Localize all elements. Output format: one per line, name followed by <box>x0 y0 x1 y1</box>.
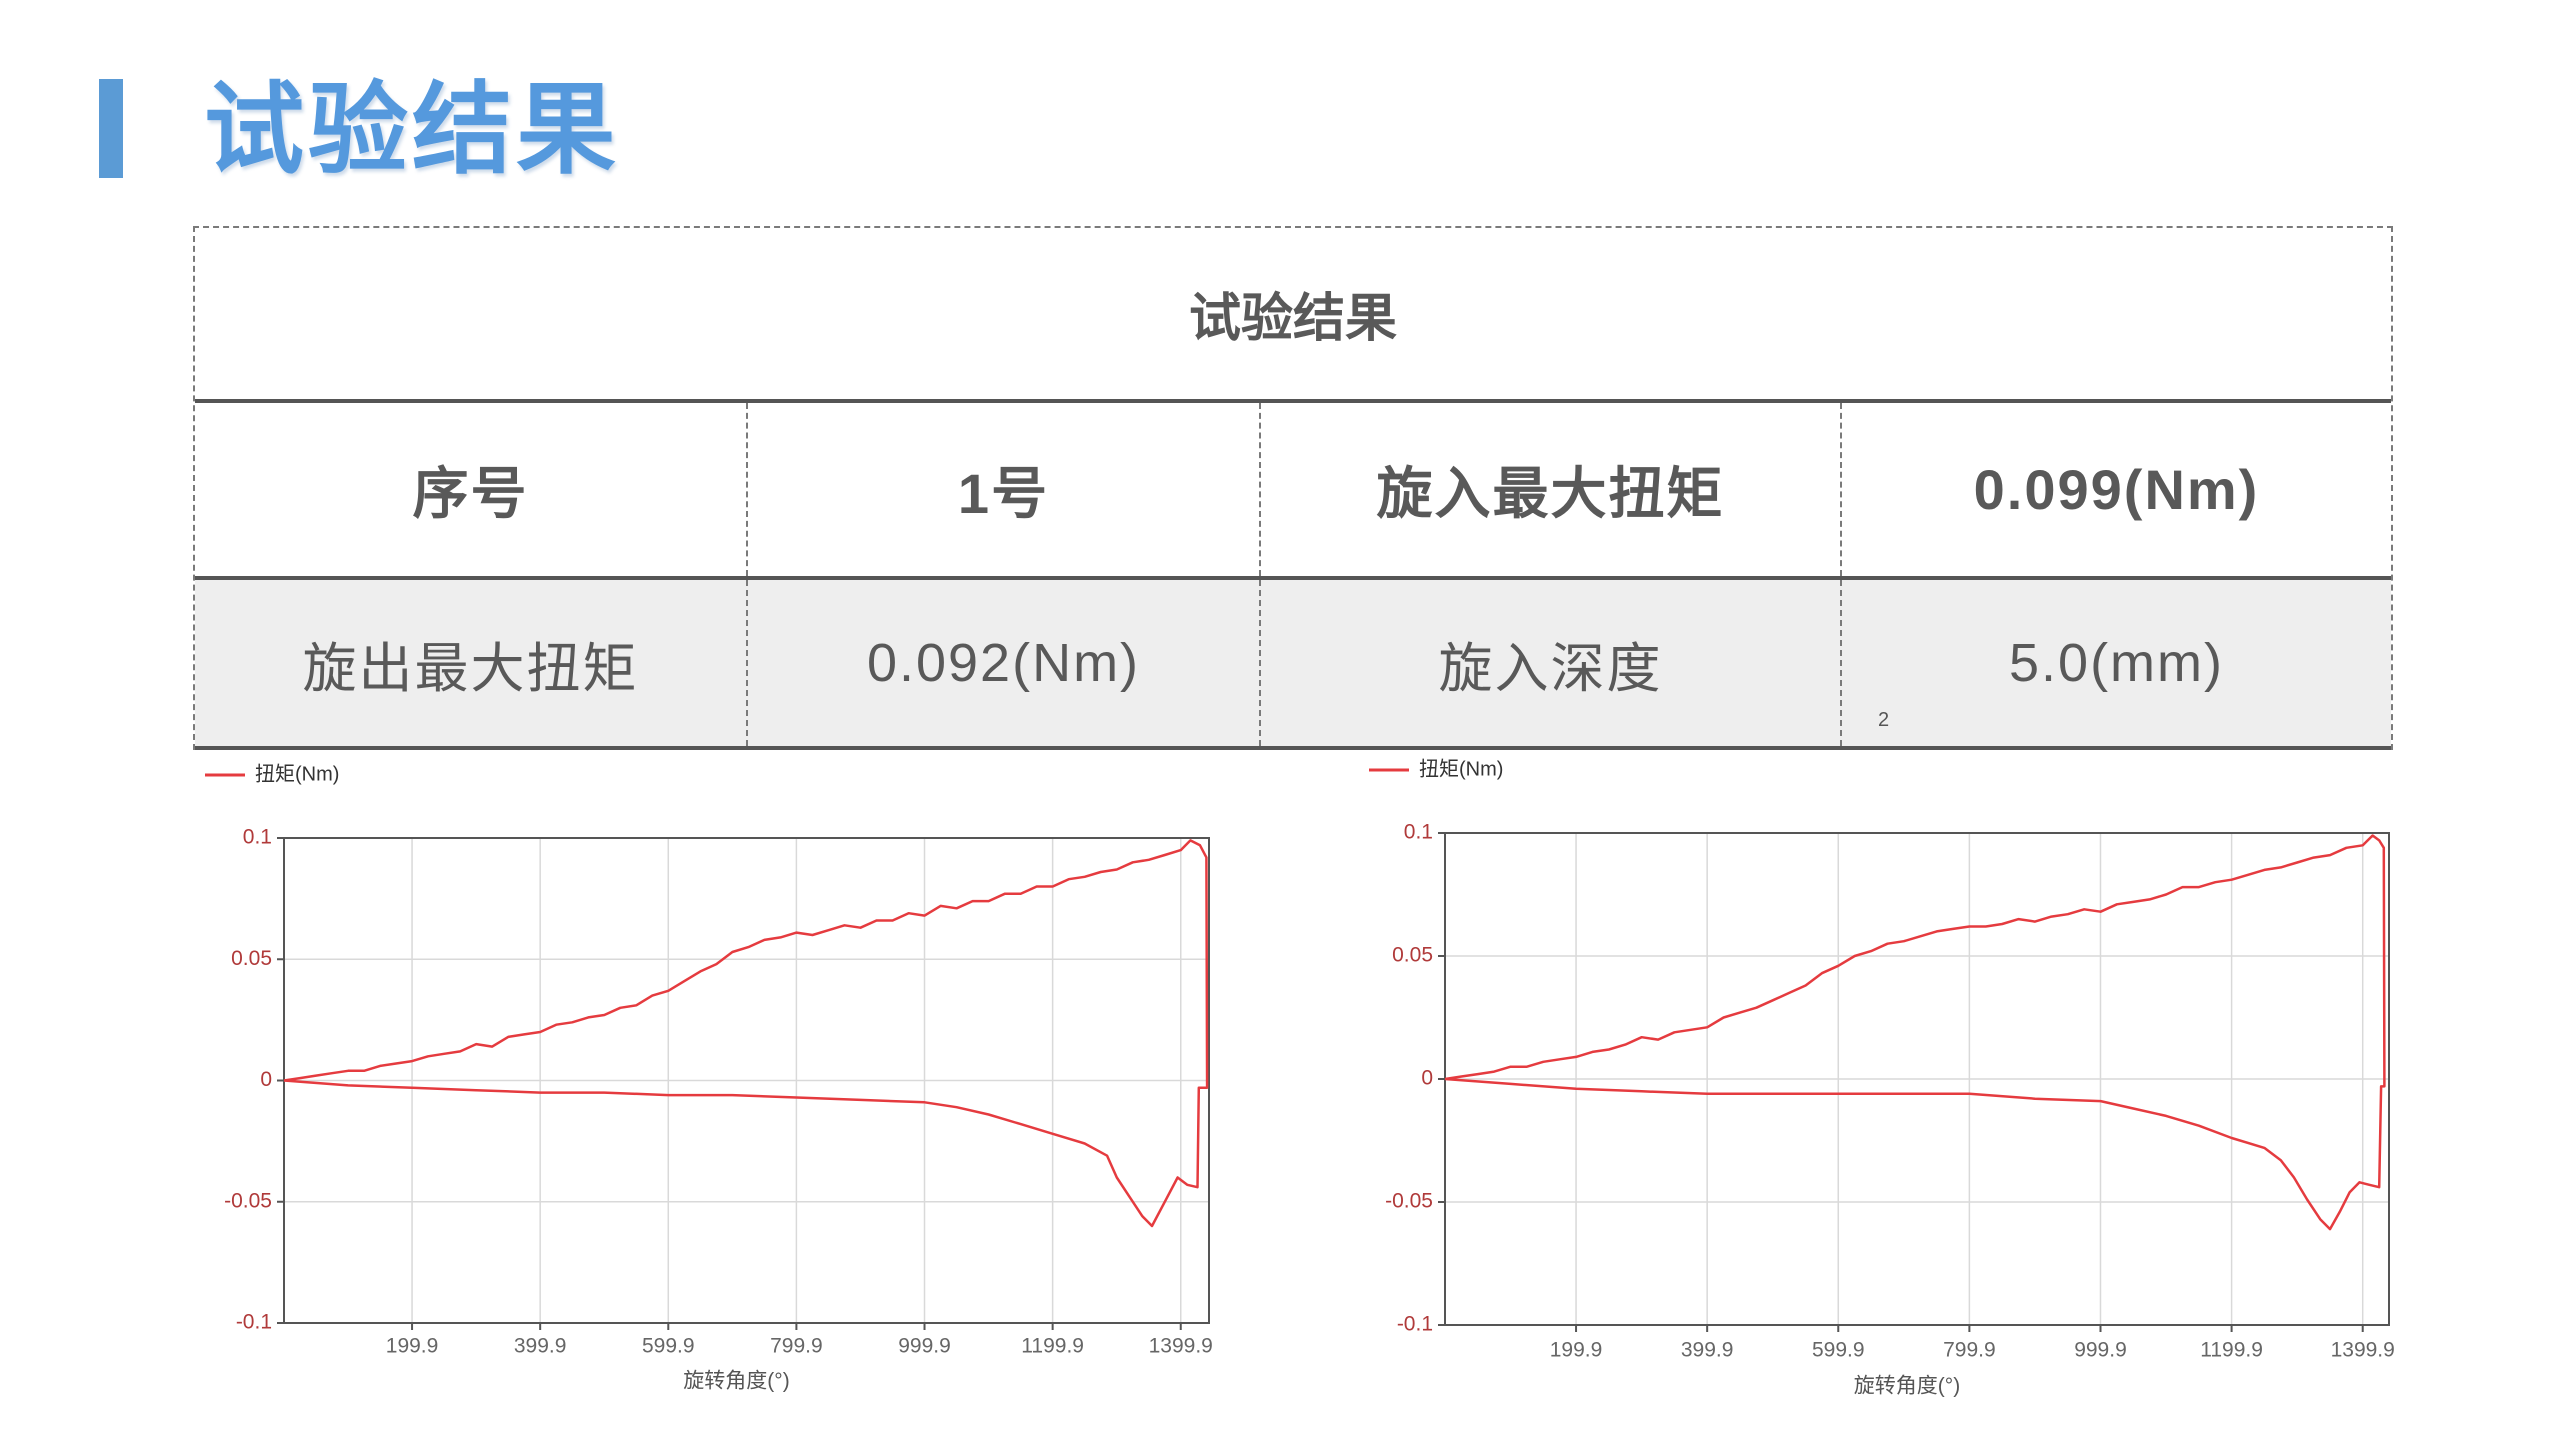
table-row: 序号 1号 旋入最大扭矩 0.099(Nm) <box>195 403 2391 580</box>
cell-insert-torque-value: 0.099(Nm) <box>1842 403 2391 576</box>
x-tick-label: 399.9 <box>1681 1339 1734 1362</box>
x-axis-label: 旋转角度(°) <box>683 1370 789 1393</box>
x-tick-label: 199.9 <box>386 1335 439 1358</box>
x-tick-label: 199.9 <box>1550 1339 1603 1362</box>
x-tick-label: 1399.9 <box>2331 1339 2395 1362</box>
page-title: 试验结果 <box>204 70 620 190</box>
y-tick-label: 0.05 <box>1392 944 1433 967</box>
torque-chart-2: 0.1 0.05 0 -0.05 -0.1 199.9 399.9 599.9 799.9 999… <box>1330 755 2400 1410</box>
x-tick-label: 1199.9 <box>2200 1339 2263 1362</box>
y-tick-label: 0 <box>1421 1067 1433 1090</box>
x-tick-label: 999.9 <box>2074 1339 2127 1362</box>
x-axis-label: 旋转角度(°) <box>1854 1375 1960 1398</box>
y-tick-label: 0.05 <box>231 947 272 970</box>
y-tick-label: -0.05 <box>1385 1190 1433 1213</box>
y-tick-label: 0.1 <box>1404 821 1433 844</box>
y-tick-label: -0.05 <box>224 1189 272 1212</box>
x-tick-label: 599.9 <box>642 1335 695 1358</box>
accent-bar <box>99 79 123 178</box>
cell-removal-torque-label: 旋出最大扭矩 <box>195 580 748 746</box>
x-tick-label: 1199.9 <box>1021 1335 1084 1358</box>
legend-label: 扭矩(Nm) <box>1419 757 1503 780</box>
cell-insert-depth-value: 5.0(mm) <box>2009 632 2224 694</box>
cell-insert-depth-cell: 5.0(mm) 2 <box>1842 580 2391 746</box>
y-tick-label: -0.1 <box>236 1311 272 1334</box>
y-tick-label: 0.1 <box>243 826 272 849</box>
x-tick-label: 799.9 <box>1943 1339 1996 1362</box>
cell-insert-depth-label: 旋入深度 <box>1261 580 1842 746</box>
y-tick-label: -0.1 <box>1397 1313 1433 1336</box>
x-tick-label: 599.9 <box>1812 1339 1865 1362</box>
y-tick-label: 0 <box>260 1068 272 1091</box>
x-tick-label: 799.9 <box>770 1335 823 1358</box>
x-tick-label: 1399.9 <box>1149 1335 1213 1358</box>
cell-serial-value: 1号 <box>748 403 1261 576</box>
torque-chart-1: 0.1 0.05 0 -0.05 -0.1 199.9 399.9 599.9 799.9 999… <box>193 755 1243 1410</box>
table-row: 旋出最大扭矩 0.092(Nm) 旋入深度 5.0(mm) 2 <box>195 580 2391 750</box>
result-table: 试验结果 序号 1号 旋入最大扭矩 0.099(Nm) 旋出最大扭矩 0.092… <box>193 226 2393 750</box>
torque-series-line <box>284 840 1207 1226</box>
cell-note: 2 <box>1878 709 1889 732</box>
cell-serial-label: 序号 <box>195 403 748 576</box>
legend-label: 扭矩(Nm) <box>255 762 339 785</box>
x-tick-label: 999.9 <box>898 1335 951 1358</box>
torque-series-line <box>1445 836 2384 1230</box>
cell-insert-torque-label: 旋入最大扭矩 <box>1261 403 1842 576</box>
cell-removal-torque-value: 0.092(Nm) <box>748 580 1261 746</box>
x-tick-label: 399.9 <box>514 1335 567 1358</box>
table-caption: 试验结果 <box>195 228 2391 403</box>
